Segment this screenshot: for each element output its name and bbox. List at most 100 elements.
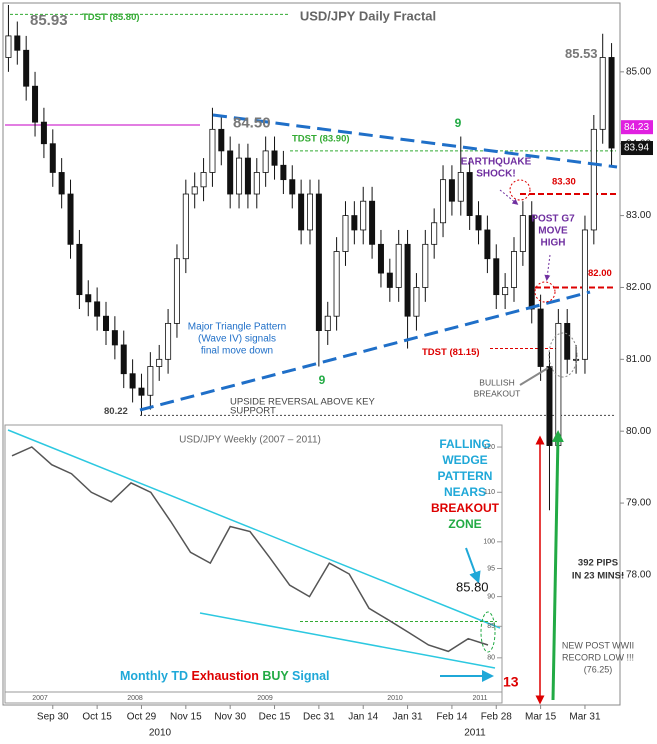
inset-y-tick-label: 80 — [487, 655, 495, 662]
candle-body — [262, 150, 269, 173]
annotation: RECORD LOW !!! — [562, 652, 634, 662]
annotation: SUPPORT — [230, 406, 276, 417]
chart-title: USD/JPY Daily Fractal — [300, 8, 436, 23]
candle-body — [182, 193, 189, 260]
candle-body — [537, 308, 544, 367]
arrow — [519, 367, 549, 386]
price-tag — [621, 141, 653, 156]
signal-part: Signal — [289, 669, 330, 683]
annotation: 392 PIPS — [578, 558, 618, 569]
candle-body — [32, 85, 39, 123]
x-tick-label: Mar 15 — [525, 712, 557, 723]
level-label: 80.22 — [104, 406, 128, 417]
x-tick-label: Mar 31 — [569, 712, 601, 723]
candle-body — [129, 373, 136, 389]
candle-body — [14, 35, 21, 51]
candle-body — [209, 128, 216, 173]
inset-year-label: 2008 — [127, 695, 143, 702]
arrow — [551, 430, 564, 701]
triangle-lower — [139, 290, 591, 412]
candle-body — [58, 172, 65, 195]
inset-title: USD/JPY Weekly (2007 – 2011) — [179, 435, 321, 446]
candle-body — [502, 287, 509, 296]
weekly-inset: 80 85 90 95 100 110 120 85.80 2007 2008 2009 2010 20… — [4, 424, 503, 704]
highlight-circle — [548, 332, 578, 378]
x-tick-label: Dec 31 — [303, 712, 335, 723]
inset-year-label: 2009 — [257, 695, 273, 702]
candle-body — [457, 172, 464, 202]
x-tick-label: Nov 15 — [170, 712, 202, 723]
arrow — [499, 189, 519, 205]
candle-body — [271, 150, 278, 166]
td-count: 9 — [455, 116, 462, 130]
candle-body — [76, 243, 83, 296]
annotation: SHOCK! — [476, 169, 515, 180]
signal-part: Monthly TD — [120, 669, 192, 683]
inset-frame — [4, 424, 503, 704]
candle-body — [413, 287, 420, 317]
extreme-label: 85.53 — [565, 46, 598, 61]
price-tag — [621, 120, 653, 135]
candle-body — [342, 215, 349, 252]
year-label: 2011 — [464, 728, 486, 739]
candle-body — [165, 322, 172, 360]
y-tick-label: 81.00 — [626, 354, 651, 365]
annotation: EARTHQUAKE — [461, 157, 532, 168]
highlight-circle — [534, 281, 556, 303]
candle-body — [555, 322, 562, 446]
candle-body — [466, 172, 473, 216]
y-tick-label: 85.00 — [626, 66, 651, 77]
candle-body — [475, 215, 482, 231]
candle-body — [581, 229, 588, 360]
inset-y-tick-label: 100 — [483, 539, 495, 546]
annotation: WEDGE — [442, 453, 487, 467]
x-tick-label: Dec 15 — [259, 712, 291, 723]
signal-text: Monthly TD Exhaustion BUY Signal — [120, 669, 330, 683]
y-tick-label: 83.00 — [626, 210, 651, 221]
extreme-label: 85.93 — [30, 12, 68, 29]
wedge-upper — [7, 429, 501, 629]
candle-body — [200, 172, 207, 188]
candle-body — [369, 200, 376, 245]
level-label: 83.30 — [552, 177, 576, 188]
candle-body — [40, 121, 47, 145]
annotation: BREAKOUT — [474, 388, 521, 398]
annotation: (Wave IV) signals — [198, 334, 276, 345]
annotation: BREAKOUT — [431, 501, 500, 515]
candle-body — [23, 49, 30, 87]
candle-body — [94, 301, 101, 317]
candle-body — [244, 157, 251, 195]
candle-body — [448, 179, 455, 202]
candle-body — [191, 186, 198, 195]
candle-body — [351, 215, 358, 231]
candle-body — [156, 358, 163, 367]
annotation: BULLISH — [479, 377, 514, 387]
year-label: 2010 — [149, 728, 172, 739]
candle-body — [395, 243, 402, 288]
candle-body — [298, 193, 305, 231]
wedge-lower — [199, 612, 496, 669]
x-tick-label: Oct 29 — [127, 712, 157, 723]
signal-part: Exhaustion — [192, 669, 259, 683]
td-count: 9 — [319, 373, 326, 387]
candle-body — [608, 57, 615, 149]
annotation: (76.25) — [584, 664, 613, 674]
candle-body — [564, 322, 571, 360]
candle-body — [218, 128, 225, 152]
annotation: NEW POST WWII — [562, 640, 634, 650]
inset-y-tick-label: 120 — [483, 444, 495, 451]
signal-part: BUY — [259, 669, 290, 683]
x-tick-label: Oct 15 — [82, 712, 112, 723]
y-tick-label: 78.00 — [626, 570, 651, 581]
candle-body — [573, 358, 580, 361]
inset-level-label: 85.80 — [456, 579, 489, 594]
annotation: Major Triangle Pattern — [188, 322, 286, 333]
inset-line — [11, 446, 489, 653]
candle-body — [377, 243, 384, 274]
candle-body — [138, 387, 145, 396]
candle-body — [173, 258, 180, 324]
trend-lines — [139, 113, 618, 412]
price-tag-label: 84.23 — [624, 122, 649, 133]
candle-body — [333, 251, 340, 317]
